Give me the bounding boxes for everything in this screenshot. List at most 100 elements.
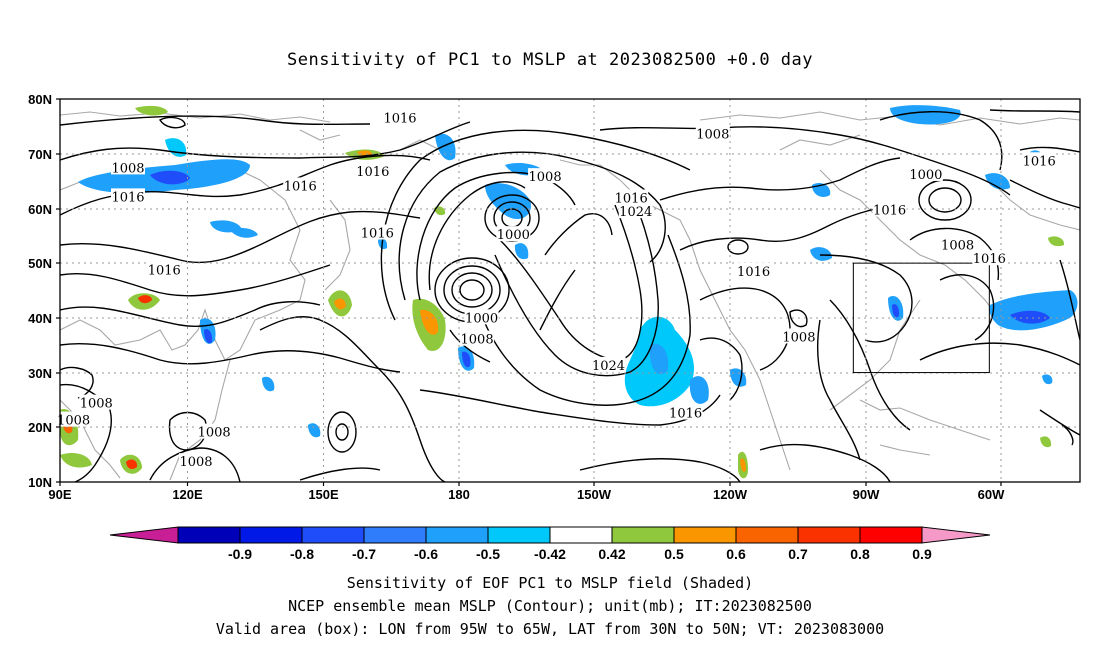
lat-label: 80N (28, 92, 52, 107)
lat-label: 60N (28, 202, 52, 217)
contour-label-bg (496, 226, 531, 242)
contour-label: 1008 (111, 161, 144, 176)
axis-ticks (56, 98, 1002, 486)
contour-label: 1000 (909, 168, 942, 183)
contour-label: 1008 (782, 330, 815, 345)
colorbar-cell (859, 526, 923, 544)
shade-blob (1042, 374, 1053, 385)
contour-label: 1008 (529, 170, 562, 185)
shade-blob (485, 183, 531, 220)
lat-label: 30N (28, 366, 52, 381)
shade-blob (420, 309, 439, 335)
contour-label-bg (618, 203, 653, 219)
shade-blob (985, 173, 1010, 190)
lon-label: 90W (853, 487, 880, 502)
shade-blob (462, 351, 471, 368)
contour-label-bg (908, 165, 943, 181)
contour-label: 1008 (696, 127, 729, 142)
shade-blob (1048, 236, 1065, 247)
shade-blob (308, 423, 321, 438)
colorbar-label: -0.9 (228, 546, 252, 562)
colorbar-cell (611, 526, 675, 544)
contour-label: 1008 (179, 455, 212, 470)
contour-label: 1008 (941, 239, 974, 254)
shade-blob (138, 295, 152, 304)
contour-label-bg (695, 125, 730, 141)
colorbar-cell (487, 526, 551, 544)
colorbar: -0.9 -0.8 -0.7 -0.6 -0.5 -0.42 0.42 0.5 0.6 0.7 0.… (109, 526, 991, 562)
contour-label-bg (179, 453, 213, 469)
colorbar-label: 0.6 (726, 546, 746, 562)
colorbar-label: 0.9 (912, 546, 932, 562)
colorbar-cell (301, 526, 365, 544)
contour-label: 1016 (383, 112, 416, 127)
shade-blob (60, 453, 92, 468)
contour-label: 1016 (1023, 154, 1056, 169)
shade-blob (892, 304, 900, 318)
colorbar-cell (363, 526, 427, 544)
latitude-labels: 80N 70N 60N 50N 40N 30N 20N 10N (28, 92, 52, 490)
contour-label: 1016 (284, 179, 317, 194)
contour-label-bg (147, 261, 182, 277)
contour-label-bg (355, 163, 390, 179)
contour-label-bg (528, 168, 563, 184)
contour-label: 1008 (57, 414, 90, 429)
shade-blob (740, 458, 746, 472)
contour-label: 1016 (356, 165, 389, 180)
contour-label: 1008 (198, 426, 231, 441)
shade-blob (514, 243, 529, 260)
lat-label: 40N (28, 311, 52, 326)
contour-label: 1016 (111, 190, 144, 205)
lon-label: 180 (448, 487, 470, 502)
shade-blob (126, 459, 138, 470)
contour-label: 1000 (465, 311, 498, 326)
shade-blob (230, 227, 258, 238)
colorbar-cell (239, 526, 303, 544)
contour-label: 1016 (148, 264, 181, 279)
contour-label: 1016 (615, 191, 648, 206)
contour-label: 1024 (619, 205, 652, 220)
colorbar-cell (425, 526, 489, 544)
contour-label-bg (736, 262, 771, 278)
colorbar-cell (797, 526, 861, 544)
colorbar-high-end (921, 526, 991, 544)
contour-label-bg (614, 189, 649, 205)
colorbar-label: 0.5 (664, 546, 684, 562)
map-title: Sensitivity of PC1 to MSLP at 2023082500… (286, 50, 813, 70)
colorbar-low-end (109, 526, 179, 544)
colorbar-label: -0.5 (476, 546, 500, 562)
colorbar-label: -0.7 (352, 546, 376, 562)
lat-label: 20N (28, 420, 52, 435)
contour-label: 1008 (80, 397, 113, 412)
contour-label-bg (283, 177, 318, 193)
shade-blob (890, 105, 961, 125)
contour-label-bg (79, 394, 114, 410)
colorbar-cell (549, 526, 613, 544)
lon-label: 150E (308, 487, 339, 502)
contour-label-bg (111, 159, 145, 175)
shade-blob (1040, 436, 1052, 448)
contour-label: 1000 (497, 228, 530, 243)
lon-label: 120W (713, 487, 748, 502)
contour-label-bg (460, 330, 495, 346)
shade-blob (434, 206, 446, 216)
colorbar-label: -0.8 (290, 546, 314, 562)
shade-blob (730, 368, 747, 387)
contour-label-bg (383, 109, 417, 125)
contour-label-bg (591, 356, 626, 372)
shade-blob (435, 133, 456, 161)
colorbar-cell (673, 526, 737, 544)
shade-blob (150, 170, 190, 185)
colorbar-label: -0.42 (534, 546, 566, 562)
lon-label: 60W (978, 487, 1005, 502)
contour-label: 1016 (873, 204, 906, 219)
contour-label-bg (668, 404, 703, 420)
shade-blob (810, 247, 832, 261)
contour-label: 1008 (461, 333, 494, 348)
contour-label-bg (940, 236, 975, 252)
lat-label: 70N (28, 147, 52, 162)
colorbar-label: 0.42 (598, 546, 625, 562)
colorbar-cells (177, 526, 923, 544)
shade-blob (1010, 310, 1050, 324)
